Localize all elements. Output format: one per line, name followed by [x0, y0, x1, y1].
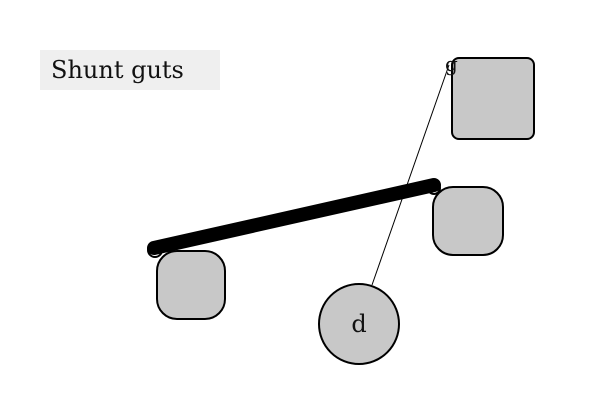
- node-g-square[interactable]: [451, 57, 535, 140]
- thick-connector: [147, 178, 441, 255]
- node-g-label: g: [445, 52, 458, 76]
- node-d-label: d: [351, 310, 366, 338]
- node-d-circle[interactable]: [318, 283, 400, 365]
- thin-connector-d-g: [371, 64, 450, 286]
- diagram-title: Shunt guts: [40, 50, 220, 90]
- thick-connector-end-right: [427, 181, 441, 195]
- thick-connector-end-left: [147, 242, 163, 258]
- node-right-rounded[interactable]: [432, 186, 504, 256]
- node-left-rounded[interactable]: [156, 250, 226, 320]
